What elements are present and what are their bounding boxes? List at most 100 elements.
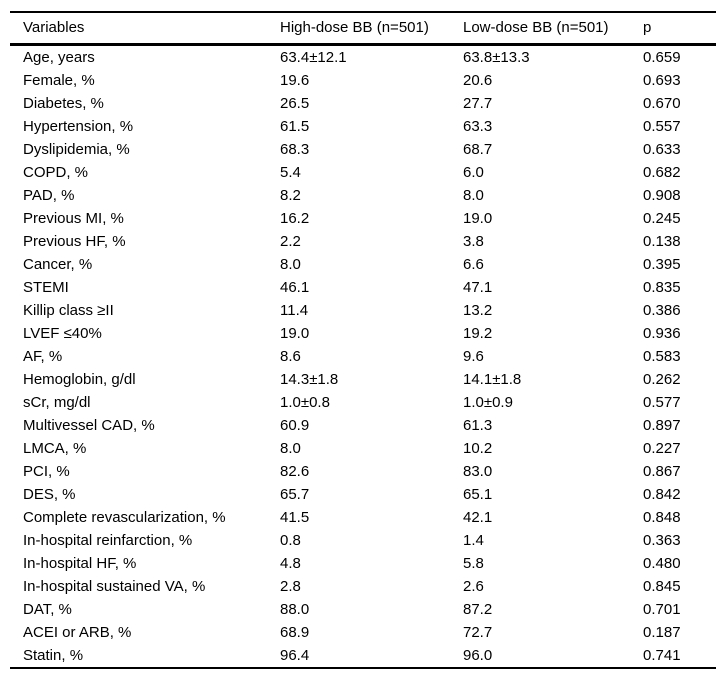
cell-variable: Hemoglobin, g/dl bbox=[23, 371, 136, 388]
cell-p: 0.867 bbox=[643, 463, 681, 480]
cell-high: 8.0 bbox=[280, 440, 301, 457]
cell-p: 0.386 bbox=[643, 302, 681, 319]
cell-low: 2.6 bbox=[463, 578, 484, 595]
cell-variable: In-hospital sustained VA, % bbox=[23, 578, 206, 595]
cell-variable: Age, years bbox=[23, 49, 95, 66]
cell-variable: DAT, % bbox=[23, 601, 72, 618]
cell-low: 63.3 bbox=[463, 118, 493, 135]
table-row: DES, % 65.7 65.1 0.842 bbox=[10, 483, 716, 506]
cell-variable: STEMI bbox=[23, 279, 69, 296]
cell-high: 8.6 bbox=[280, 348, 301, 365]
cell-p: 0.227 bbox=[643, 440, 681, 457]
cell-p: 0.245 bbox=[643, 210, 681, 227]
table-row: In-hospital sustained VA, % 2.8 2.6 0.845 bbox=[10, 575, 716, 598]
cell-p: 0.187 bbox=[643, 624, 681, 641]
comparison-table: Variables High-dose BB (n=501) Low-dose … bbox=[10, 11, 716, 669]
cell-high: 41.5 bbox=[280, 509, 310, 526]
cell-variable: Female, % bbox=[23, 72, 95, 89]
column-header-high-dose: High-dose BB (n=501) bbox=[280, 19, 429, 36]
cell-variable: ACEI or ARB, % bbox=[23, 624, 132, 641]
cell-low: 47.1 bbox=[463, 279, 493, 296]
cell-low: 8.0 bbox=[463, 187, 484, 204]
cell-high: 2.8 bbox=[280, 578, 301, 595]
cell-p: 0.682 bbox=[643, 164, 681, 181]
cell-high: 4.8 bbox=[280, 555, 301, 572]
cell-low: 83.0 bbox=[463, 463, 493, 480]
cell-high: 14.3±1.8 bbox=[280, 371, 339, 388]
cell-high: 63.4±12.1 bbox=[280, 49, 347, 66]
cell-variable: PCI, % bbox=[23, 463, 70, 480]
cell-p: 0.842 bbox=[643, 486, 681, 503]
cell-p: 0.633 bbox=[643, 141, 681, 158]
table-row: In-hospital HF, % 4.8 5.8 0.480 bbox=[10, 552, 716, 575]
cell-low: 5.8 bbox=[463, 555, 484, 572]
cell-high: 61.5 bbox=[280, 118, 310, 135]
table-row: sCr, mg/dl 1.0±0.8 1.0±0.9 0.577 bbox=[10, 391, 716, 414]
table-row: PCI, % 82.6 83.0 0.867 bbox=[10, 460, 716, 483]
cell-variable: Hypertension, % bbox=[23, 118, 134, 135]
cell-p: 0.395 bbox=[643, 256, 681, 273]
table-row: Age, years 63.4±12.1 63.8±13.3 0.659 bbox=[10, 45, 716, 70]
cell-low: 72.7 bbox=[463, 624, 493, 641]
cell-high: 16.2 bbox=[280, 210, 310, 227]
cell-low: 6.0 bbox=[463, 164, 484, 181]
table-row: LMCA, % 8.0 10.2 0.227 bbox=[10, 437, 716, 460]
table-row: Killip class ≥II 11.4 13.2 0.386 bbox=[10, 299, 716, 322]
cell-low: 63.8±13.3 bbox=[463, 49, 530, 66]
cell-low: 65.1 bbox=[463, 486, 493, 503]
cell-p: 0.480 bbox=[643, 555, 681, 572]
cell-low: 68.7 bbox=[463, 141, 493, 158]
cell-variable: Statin, % bbox=[23, 647, 84, 664]
cell-variable: LMCA, % bbox=[23, 440, 87, 457]
cell-high: 1.0±0.8 bbox=[280, 394, 330, 411]
table-row: In-hospital reinfarction, % 0.8 1.4 0.363 bbox=[10, 529, 716, 552]
cell-variable: Dyslipidemia, % bbox=[23, 141, 130, 158]
cell-p: 0.363 bbox=[643, 532, 681, 549]
cell-low: 14.1±1.8 bbox=[463, 371, 522, 388]
cell-high: 46.1 bbox=[280, 279, 310, 296]
cell-low: 10.2 bbox=[463, 440, 493, 457]
cell-variable: DES, % bbox=[23, 486, 76, 503]
cell-high: 8.0 bbox=[280, 256, 301, 273]
cell-variable: COPD, % bbox=[23, 164, 89, 181]
cell-low: 3.8 bbox=[463, 233, 484, 250]
cell-high: 82.6 bbox=[280, 463, 310, 480]
cell-high: 11.4 bbox=[280, 302, 309, 319]
cell-high: 60.9 bbox=[280, 417, 310, 434]
table-row: Hypertension, % 61.5 63.3 0.557 bbox=[10, 115, 716, 138]
cell-variable: Diabetes, % bbox=[23, 95, 104, 112]
table-row: PAD, % 8.2 8.0 0.908 bbox=[10, 184, 716, 207]
table-row: Previous HF, % 2.2 3.8 0.138 bbox=[10, 230, 716, 253]
cell-variable: In-hospital HF, % bbox=[23, 555, 137, 572]
cell-high: 68.3 bbox=[280, 141, 310, 158]
cell-high: 0.8 bbox=[280, 532, 301, 549]
cell-low: 87.2 bbox=[463, 601, 493, 618]
cell-low: 1.4 bbox=[463, 532, 484, 549]
cell-low: 20.6 bbox=[463, 72, 493, 89]
cell-p: 0.138 bbox=[643, 233, 681, 250]
cell-variable: Previous HF, % bbox=[23, 233, 126, 250]
cell-high: 65.7 bbox=[280, 486, 310, 503]
cell-variable: Killip class ≥II bbox=[23, 302, 114, 319]
table-row: Cancer, % 8.0 6.6 0.395 bbox=[10, 253, 716, 276]
cell-high: 26.5 bbox=[280, 95, 310, 112]
cell-p: 0.557 bbox=[643, 118, 681, 135]
cell-low: 6.6 bbox=[463, 256, 484, 273]
cell-high: 96.4 bbox=[280, 647, 310, 664]
cell-p: 0.659 bbox=[643, 49, 681, 66]
table-header: Variables High-dose BB (n=501) Low-dose … bbox=[10, 12, 716, 45]
cell-variable: LVEF ≤40% bbox=[23, 325, 102, 342]
header-row: Variables High-dose BB (n=501) Low-dose … bbox=[10, 12, 716, 45]
cell-variable: sCr, mg/dl bbox=[23, 394, 91, 411]
cell-variable: Complete revascularization, % bbox=[23, 509, 226, 526]
baseline-characteristics-table: Variables High-dose BB (n=501) Low-dose … bbox=[10, 11, 716, 669]
cell-high: 19.0 bbox=[280, 325, 310, 342]
cell-p: 0.908 bbox=[643, 187, 681, 204]
cell-variable: AF, % bbox=[23, 348, 63, 365]
cell-p: 0.741 bbox=[643, 647, 681, 664]
cell-variable: PAD, % bbox=[23, 187, 75, 204]
cell-high: 68.9 bbox=[280, 624, 310, 641]
table-row: Multivessel CAD, % 60.9 61.3 0.897 bbox=[10, 414, 716, 437]
table-row: DAT, % 88.0 87.2 0.701 bbox=[10, 598, 716, 621]
cell-low: 42.1 bbox=[463, 509, 493, 526]
